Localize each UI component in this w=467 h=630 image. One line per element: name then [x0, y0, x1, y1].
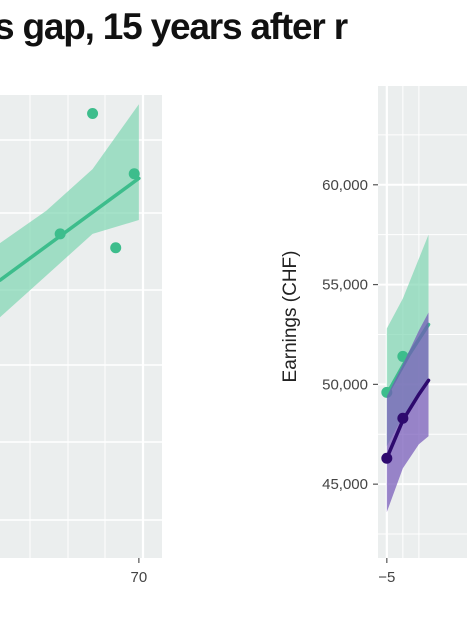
left-green-confidence-band	[0, 104, 139, 318]
right-panel: −5 45,000 50,000 55,000 60,000 Earnings (CHF)	[280, 84, 467, 586]
left-green-data-point	[87, 108, 99, 120]
left-green-fit-line	[0, 176, 141, 282]
right-y-tick-label: 45,000	[322, 476, 368, 493]
right-y-tick-label: 60,000	[322, 177, 368, 194]
right-x-tick-label: −5	[378, 569, 395, 586]
left-x-tick-label: 70	[131, 569, 148, 586]
left-panel: 70	[0, 95, 162, 586]
right-y-tick-label: 55,000	[322, 277, 368, 294]
right-purple-fit-line	[385, 378, 431, 460]
right-purple-data-point	[381, 452, 393, 464]
right-y-tick-label: 50,000	[322, 376, 368, 393]
right-purple-data-point	[397, 412, 409, 424]
left-green-data-point	[110, 242, 122, 254]
chart-title: s gap, 15 years after r	[0, 6, 348, 47]
left-green-data-point	[54, 228, 66, 240]
right-y-axis-label: Earnings (CHF)	[280, 251, 301, 383]
left-green-data-point	[128, 168, 140, 180]
